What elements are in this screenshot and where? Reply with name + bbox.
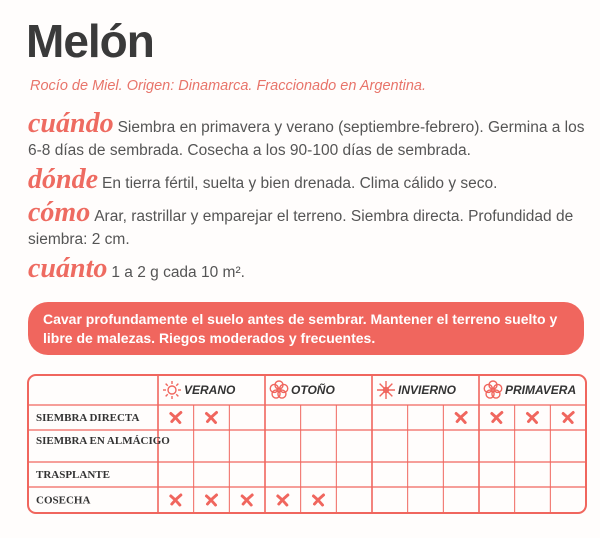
season-label: INVIERNO xyxy=(398,383,457,397)
section: cuánto 1 a 2 g cada 10 m². xyxy=(28,255,588,284)
icon-part xyxy=(165,393,169,397)
banner: Cavar profundamente el suelo antes de se… xyxy=(28,302,584,355)
row-label: SIEMBRA EN ALMÁCIGO xyxy=(36,435,170,447)
section-heading: dónde xyxy=(28,164,98,195)
icon-part xyxy=(485,389,495,399)
season-label: OTOÑO xyxy=(291,382,335,397)
cross-mark xyxy=(205,411,218,424)
season-icon xyxy=(483,380,503,399)
section: dónde En tierra fértil, suelta y bien dre… xyxy=(28,166,588,195)
section-text: Siembra en primavera y verano (septiembr… xyxy=(28,119,585,159)
season-label: VERANO xyxy=(184,383,236,397)
sections: cuándo Siembra en primavera y verano (sep… xyxy=(28,110,588,290)
icon-part xyxy=(277,389,287,399)
season-icon xyxy=(269,380,289,399)
icon-part xyxy=(175,393,179,397)
cross-mark xyxy=(454,411,468,424)
section: cuándo Siembra en primavera y verano (sep… xyxy=(28,110,588,162)
cross-mark xyxy=(526,411,539,424)
title: Melón xyxy=(26,15,155,67)
icon-part xyxy=(175,383,179,387)
icon-part xyxy=(490,387,496,393)
section-text: En tierra fértil, suelta y bien drenada.… xyxy=(102,175,498,192)
icon-part xyxy=(165,383,169,387)
row-label-line: SIEMBRA EN ALMÁCIGO xyxy=(36,435,170,447)
cross-mark xyxy=(205,493,218,507)
section-heading: cuándo xyxy=(28,108,114,139)
section: cómo Arar, rastrillar y emparejar el terr… xyxy=(28,199,588,251)
season-icon xyxy=(377,381,395,399)
icon-part xyxy=(167,385,177,395)
icon-part xyxy=(382,386,390,394)
season-label: PRIMAVERA xyxy=(505,383,576,397)
cross-mark xyxy=(169,411,183,424)
icon-part xyxy=(379,383,393,397)
cross-mark xyxy=(276,493,290,507)
cross-mark xyxy=(490,411,504,424)
subtitle: Rocío de Miel. Origen: Dinamarca. Fracci… xyxy=(30,78,426,94)
section-heading: cuánto xyxy=(28,253,108,284)
cross-mark xyxy=(561,411,575,424)
icon-part xyxy=(276,387,282,393)
season-icon xyxy=(163,381,181,399)
table-border xyxy=(27,374,587,514)
icon-part xyxy=(491,389,501,399)
cross-mark xyxy=(240,493,254,507)
section-text: Arar, rastrillar y emparejar el terreno.… xyxy=(28,208,574,248)
section-text: 1 a 2 g cada 10 m². xyxy=(111,264,245,281)
row-label: COSECHA xyxy=(36,495,90,507)
cross-mark xyxy=(312,493,325,507)
section-heading: cómo xyxy=(28,197,91,228)
row-label: TRASPLANTE xyxy=(36,469,110,481)
icon-part xyxy=(271,389,281,399)
cross-mark xyxy=(169,493,183,507)
row-label: SIEMBRA DIRECTA xyxy=(36,412,139,424)
